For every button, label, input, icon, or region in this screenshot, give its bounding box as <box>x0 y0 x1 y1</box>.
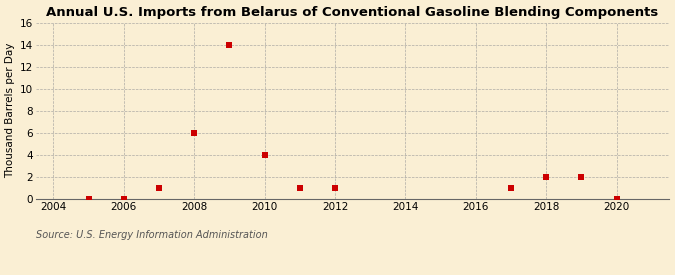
Title: Annual U.S. Imports from Belarus of Conventional Gasoline Blending Components: Annual U.S. Imports from Belarus of Conv… <box>47 6 659 18</box>
Point <box>329 186 340 190</box>
Point <box>541 175 551 179</box>
Text: Source: U.S. Energy Information Administration: Source: U.S. Energy Information Administ… <box>36 230 267 240</box>
Point <box>612 197 622 201</box>
Point <box>294 186 305 190</box>
Point <box>154 186 165 190</box>
Point <box>118 197 129 201</box>
Point <box>83 197 94 201</box>
Point <box>506 186 516 190</box>
Point <box>576 175 587 179</box>
Point <box>224 42 235 47</box>
Point <box>259 153 270 157</box>
Point <box>189 131 200 135</box>
Y-axis label: Thousand Barrels per Day: Thousand Barrels per Day <box>5 43 16 178</box>
